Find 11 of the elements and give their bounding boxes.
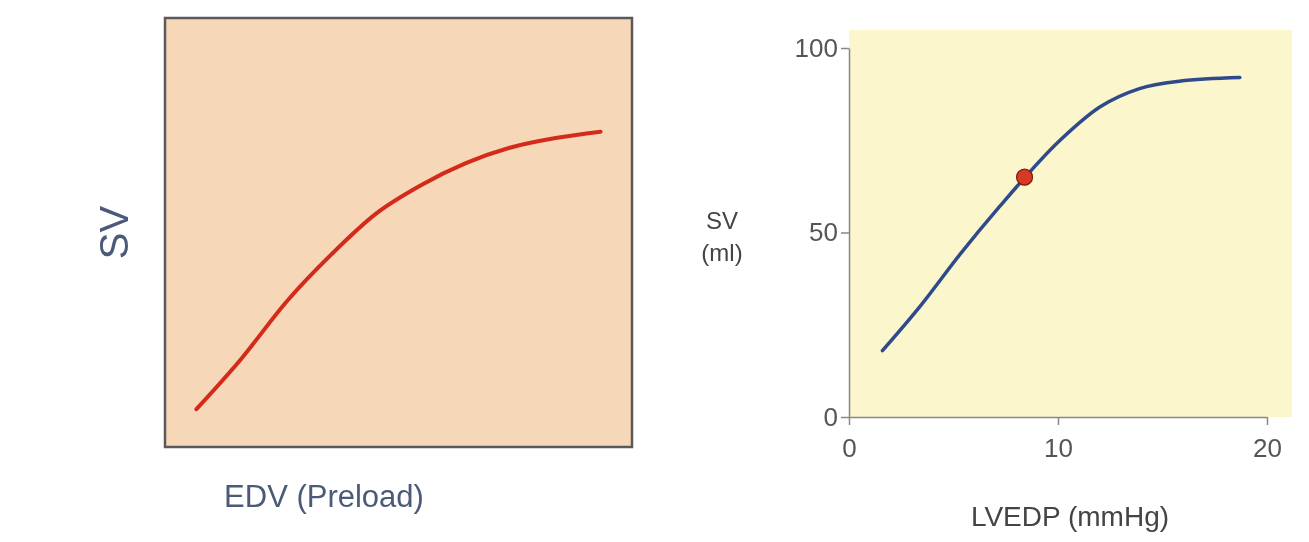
x-tick-label: 10 [1044, 432, 1073, 463]
x-axis-title: EDV (Preload) [224, 479, 424, 514]
x-tick-label: 0 [842, 432, 857, 463]
line-series [880, 75, 1242, 353]
x-tick-label: 20 [1253, 432, 1282, 463]
y-axis-title: SV [92, 205, 136, 260]
y-tick-label: 50 [809, 217, 838, 248]
y-tick-label: 0 [823, 401, 838, 432]
x-axis-title: LVEDP (mmHg) [970, 501, 1170, 532]
y-tick-label: 100 [794, 32, 838, 63]
y-axis-title: SV (ml) [701, 207, 743, 266]
